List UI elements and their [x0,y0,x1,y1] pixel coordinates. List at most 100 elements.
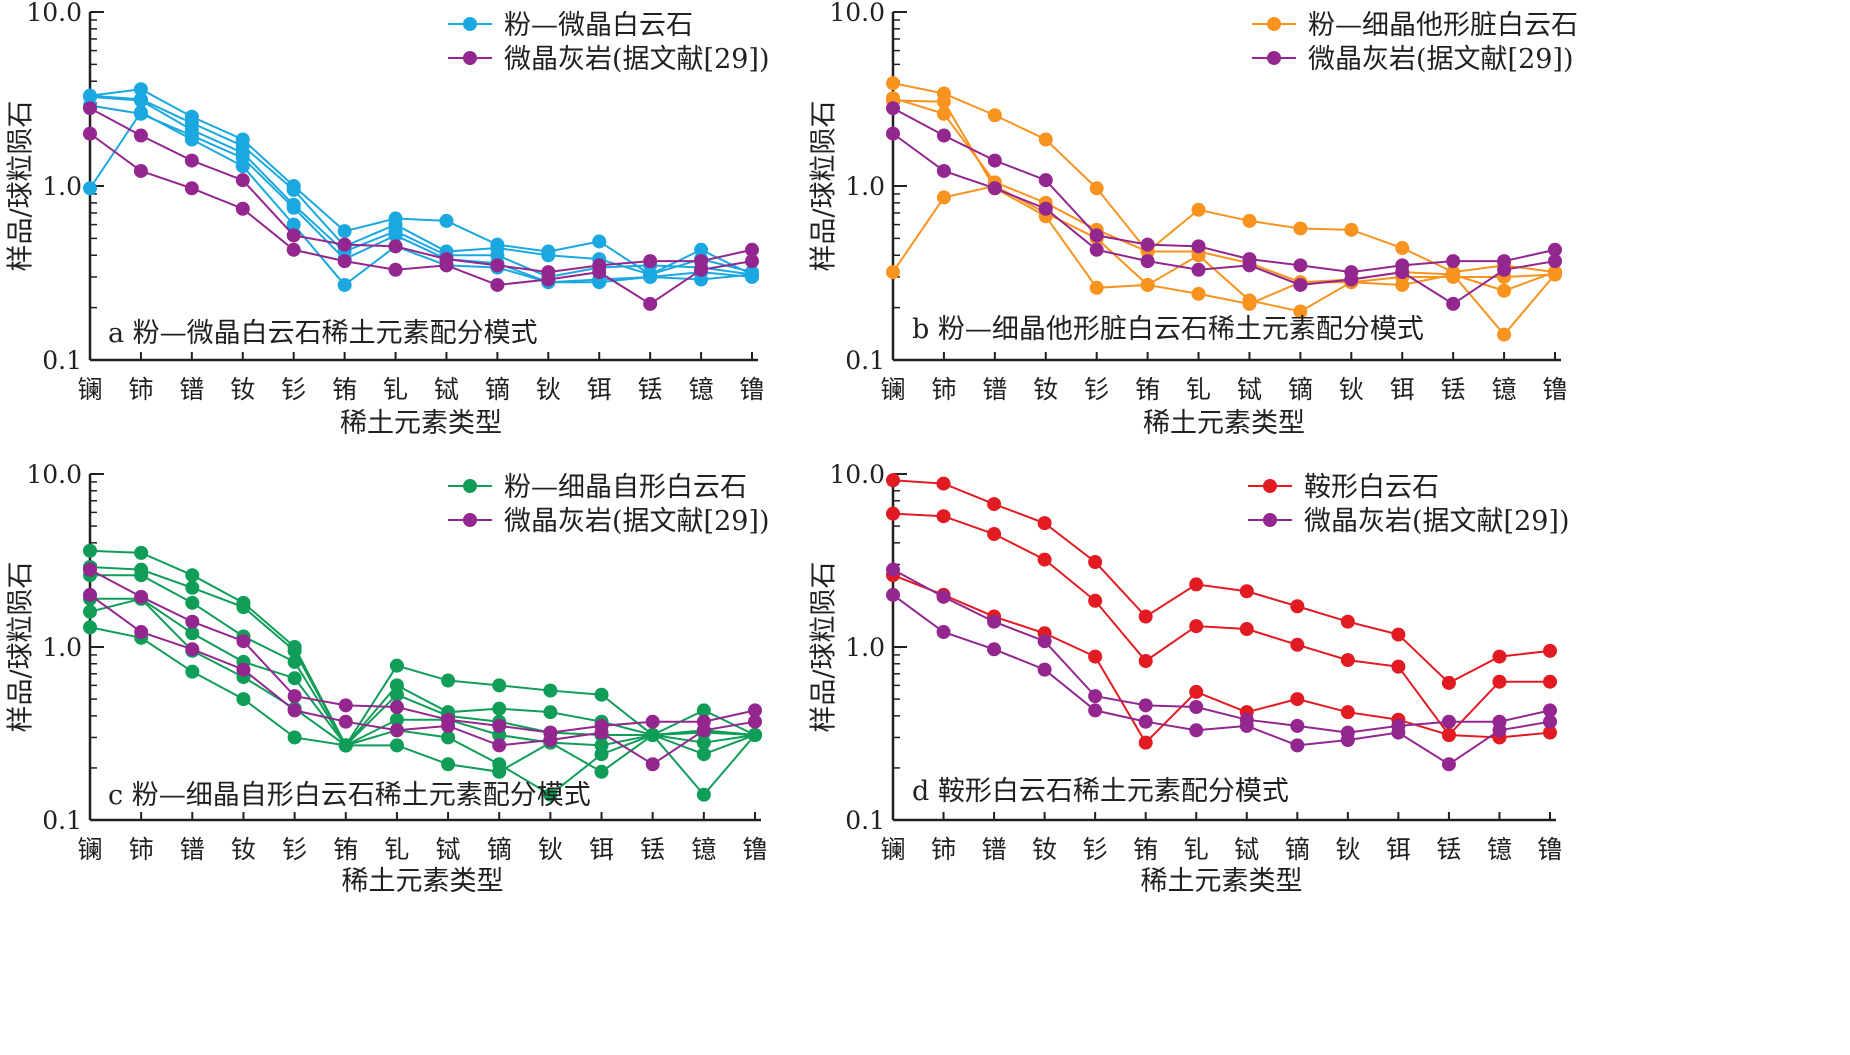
data-point [1446,269,1461,284]
legend-marker [1267,51,1281,65]
data-point [185,595,200,610]
x-tick-label: 铽 [436,835,461,864]
data-point [185,580,200,595]
data-point [1497,262,1512,277]
x-tick-label: 镧 [880,375,905,404]
data-point [696,787,711,802]
data-point [594,747,609,762]
data-point [184,181,199,196]
x-tick-label: 铥 [1441,375,1466,404]
data-point [1391,725,1406,740]
data-point [1242,293,1257,308]
x-tick-label: 钆 [383,375,408,404]
data-point [1189,577,1204,592]
x-tick-label: 镱 [1487,835,1512,864]
data-point [441,673,456,688]
data-point [1037,516,1052,531]
data-point [1189,684,1204,699]
data-point [1543,674,1557,689]
series-line [89,597,756,796]
series-line [892,82,1556,274]
y-tick-label: 1.0 [42,172,82,201]
x-tick-label: 钬 [1335,835,1360,864]
data-point [748,727,762,742]
data-point [134,545,149,560]
data-point [1446,254,1461,269]
data-point [1140,254,1155,269]
legend-marker [1263,479,1277,493]
data-point [1441,757,1456,772]
x-tick-label: 镥 [1542,375,1567,404]
data-point [748,714,762,729]
data-point [1191,286,1206,301]
data-point [1548,267,1562,282]
data-point [886,126,900,141]
data-point [492,678,507,693]
data-point [1446,296,1461,311]
x-tick-label: 镨 [180,835,205,864]
data-point [1189,619,1204,634]
data-point [936,625,951,640]
series-line [89,94,753,276]
legend-marker [1267,17,1281,31]
legend-label: 粉—细晶他形脏白云石 [1308,10,1578,41]
data-point [1089,280,1104,295]
y-tick-label: 1.0 [42,633,82,662]
series-line [89,95,753,279]
data-point [1191,202,1206,217]
data-point [286,242,301,257]
data-point [592,234,607,249]
y-tick-label: 10.0 [26,0,82,27]
data-point [886,101,900,116]
series-line [89,626,756,797]
data-point [936,509,951,524]
x-tick-label: 镱 [691,835,716,864]
data-point [492,718,507,733]
x-tick-label: 钬 [536,375,561,404]
data-point [185,568,200,583]
y-tick-label: 10.0 [829,0,885,27]
x-tick-label: 铈 [128,375,153,404]
data-point [745,242,759,257]
data-point [987,614,1002,629]
data-point [439,258,454,273]
data-point [441,730,456,745]
x-tick-label: 铒 [589,835,614,864]
data-point [1089,228,1104,243]
data-point [133,82,148,97]
legend-label: 微晶灰岩(据文献[29]) [1308,44,1574,75]
y-tick-label: 1.0 [845,172,885,201]
series-reference-4 [886,587,1557,772]
data-point [1391,659,1406,674]
data-point [286,228,301,243]
data-point [388,239,403,254]
data-point [1340,733,1355,748]
data-point [1239,584,1254,599]
series-reference-6 [83,126,759,311]
y-tick-label: 1.0 [845,633,885,662]
data-point [83,126,97,141]
data-point [1492,674,1507,689]
y-tick-label: 0.1 [42,806,82,835]
x-tick-label: 铈 [931,835,956,864]
data-point [1189,723,1204,738]
series-line [892,512,1550,737]
x-tick-label: 镨 [982,375,1007,404]
data-point [441,757,456,772]
data-point [287,654,302,669]
data-point [235,159,250,174]
data-point [185,664,200,679]
data-point [1290,599,1305,614]
data-point [338,738,353,753]
data-point [1340,653,1355,668]
data-point [490,277,505,292]
x-tick-label: 铕 [333,835,358,864]
data-point [389,658,404,673]
data-point [745,254,759,269]
data-point [987,642,1002,657]
data-point [287,730,302,745]
data-point [389,723,404,738]
data-point [1290,718,1305,733]
